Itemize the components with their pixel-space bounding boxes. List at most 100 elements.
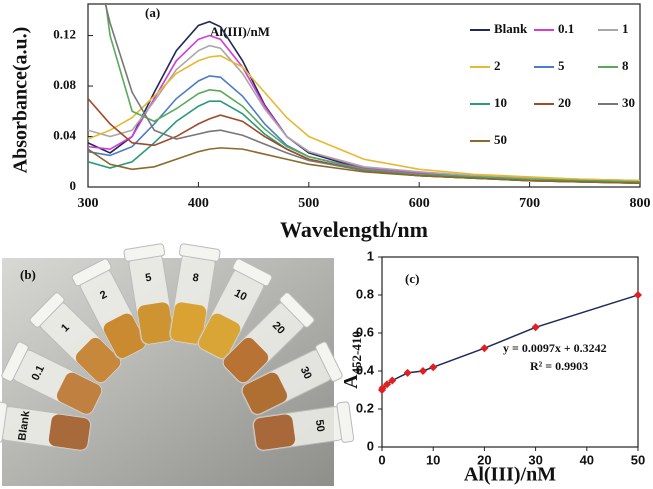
spectrum-line <box>88 44 640 182</box>
tube-label: 30 <box>298 365 314 381</box>
legend-label: Blank <box>494 21 528 36</box>
y-tick-label: 0.6 <box>356 324 374 339</box>
spectrum-line <box>88 147 640 185</box>
legend-label: 0.1 <box>558 21 574 36</box>
tube-liquid <box>198 313 241 359</box>
panel-label: (b) <box>20 267 36 282</box>
tube-label: 5 <box>144 272 152 285</box>
y-axis-title: Absorbance(a.u.) <box>10 27 32 174</box>
tube-liquid <box>253 414 296 450</box>
tube: 1 <box>29 292 122 384</box>
tube-cap <box>178 243 221 262</box>
tube: 0.1 <box>1 341 103 416</box>
tube-cap <box>279 292 315 328</box>
spectrum-line <box>88 54 640 182</box>
x-axis-title: Al(III)/nM <box>464 464 556 486</box>
x-tick-label: 800 <box>630 196 651 211</box>
y-axis-title-main: A <box>340 374 362 389</box>
y-tick-label: 0.12 <box>53 27 76 42</box>
tube: 30 <box>241 341 343 416</box>
x-tick-label: 600 <box>409 196 430 211</box>
legend-label: 50 <box>494 132 507 147</box>
tube-cap <box>0 401 8 443</box>
tube-cap <box>336 401 355 443</box>
x-tick-label: 400 <box>188 196 209 211</box>
y-tick-label: 0 <box>367 438 374 453</box>
r-squared: R² = 0.9903 <box>530 359 588 373</box>
tube-cap <box>315 341 343 382</box>
x-tick-label: 10 <box>426 452 440 467</box>
y-tick-label: 0 <box>70 178 77 193</box>
y-tick-label: 0.2 <box>356 400 374 415</box>
data-point <box>634 291 642 299</box>
tube-cap <box>71 258 112 287</box>
legend-label: 20 <box>558 95 571 110</box>
plot-frame <box>87 3 641 188</box>
tube: 8 <box>169 243 221 346</box>
tube-liquid <box>103 313 146 359</box>
data-point <box>429 363 438 372</box>
tube-liquid <box>170 302 207 344</box>
y-axis-title: A452-410 <box>340 331 364 389</box>
y-tick-label: 1 <box>367 248 374 263</box>
data-point <box>418 367 427 375</box>
series-group <box>88 4 640 185</box>
tube-liquid <box>48 414 91 450</box>
y-tick-label: 0.04 <box>53 128 76 143</box>
y-axis-title-sub: 452-410 <box>349 331 364 374</box>
x-tick-label: 500 <box>298 196 319 211</box>
tube-liquid <box>223 337 269 383</box>
equation: y = 0.0097x + 0.3242 <box>503 341 607 355</box>
y-tick-label: 0.4 <box>356 362 375 377</box>
data-point <box>403 368 412 377</box>
legend-label: 30 <box>622 95 635 110</box>
x-tick-label: 0 <box>378 452 385 467</box>
x-axis-title: Wavelength/nm <box>280 217 428 242</box>
data-point <box>388 376 397 385</box>
x-tick-label: 40 <box>580 452 594 467</box>
tube-liquid <box>242 372 288 414</box>
y-tick-label: 0.08 <box>53 77 76 92</box>
tube-liquid <box>75 337 121 383</box>
tube-cap <box>1 341 29 382</box>
legend-label: 5 <box>558 58 565 73</box>
tube: Blank <box>0 401 92 452</box>
tube-liquid <box>56 372 102 414</box>
x-tick-label: 300 <box>78 196 99 211</box>
data-point <box>378 384 387 393</box>
trend-line <box>381 294 639 391</box>
tube-cap <box>123 243 166 262</box>
panel-label: (a) <box>145 5 160 20</box>
tube-label: Blank <box>16 409 32 441</box>
legend-title: Al(III)/nM <box>210 24 270 39</box>
legend-label: 8 <box>622 58 629 73</box>
legend-label: 2 <box>494 58 501 73</box>
data-point <box>383 380 392 389</box>
tube-liquid <box>137 302 174 344</box>
tube-label: 50 <box>313 419 327 433</box>
tube: 10 <box>197 258 273 360</box>
plot-frame <box>381 256 639 448</box>
tube: 50 <box>252 401 355 452</box>
tube-cap <box>232 258 273 287</box>
spectrum-line <box>105 4 640 183</box>
legend-label: 10 <box>494 95 507 110</box>
data-point <box>531 323 540 332</box>
tube: 2 <box>71 258 147 360</box>
legend-label: 1 <box>622 21 629 36</box>
x-tick-label: 50 <box>631 452 645 467</box>
tube: 5 <box>123 243 175 346</box>
data-point <box>480 344 489 353</box>
tube-cap <box>29 292 65 328</box>
tube: 20 <box>222 292 315 384</box>
tube-label: 2 <box>98 289 109 302</box>
tube-label: 8 <box>192 272 200 285</box>
x-tick-label: 20 <box>477 452 491 467</box>
x-tick-label: 700 <box>519 196 540 211</box>
x-tick-label: 30 <box>528 452 542 467</box>
panel-label: (c) <box>405 271 419 286</box>
y-tick-label: 0.8 <box>356 286 374 301</box>
tube-label: 10 <box>232 287 248 303</box>
